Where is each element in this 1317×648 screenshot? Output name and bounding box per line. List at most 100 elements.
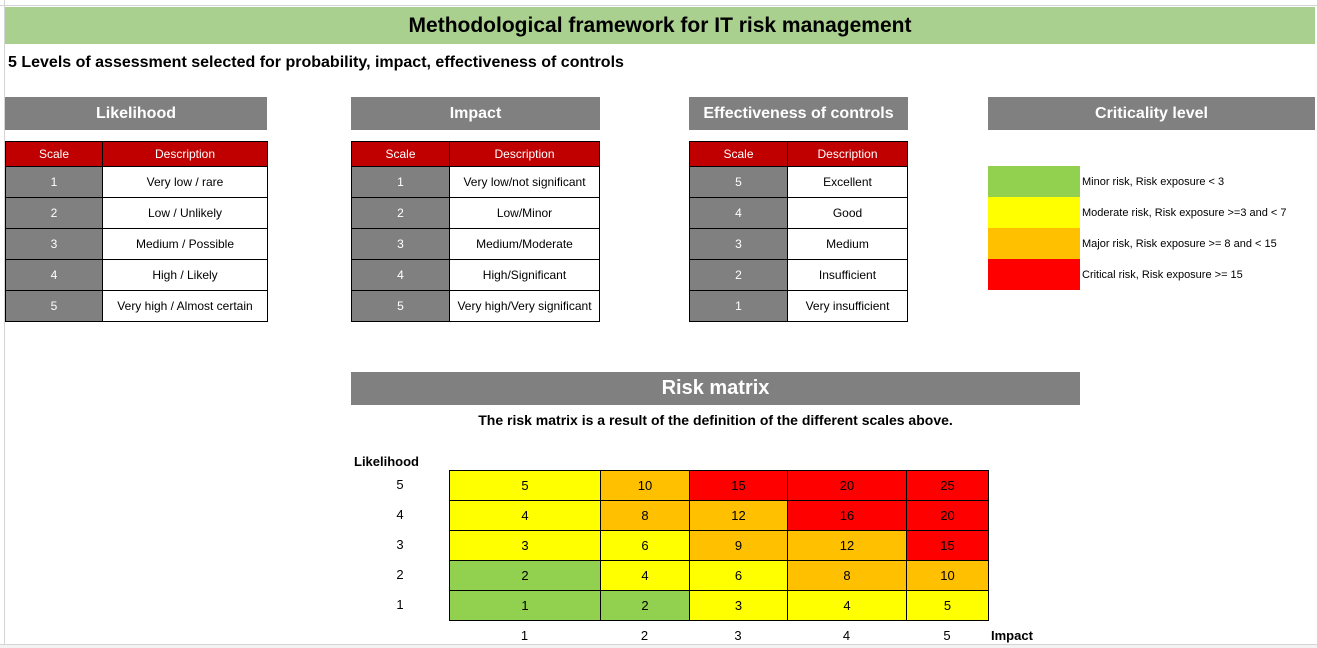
scale-cell[interactable]: 1 [351, 166, 450, 198]
matrix-cell[interactable]: 4 [787, 590, 907, 621]
scale-cell[interactable]: 2 [5, 197, 103, 229]
description-cell[interactable]: High / Likely [102, 259, 268, 291]
legend-label[interactable]: Critical risk, Risk exposure >= 15 [1082, 268, 1243, 281]
likelihood-row-label: 5 [396, 477, 404, 492]
description-cell[interactable]: Insufficient [787, 259, 908, 291]
description-cell[interactable]: Very insufficient [787, 290, 908, 322]
risk-matrix-note: The risk matrix is a result of the defin… [478, 412, 953, 428]
description-cell[interactable]: Very low/not significant [449, 166, 600, 198]
page-title: Methodological framework for IT risk man… [5, 7, 1315, 44]
scale-cell[interactable]: 2 [351, 197, 450, 229]
matrix-cell[interactable]: 5 [906, 590, 989, 621]
table-row: 4 High / Likely [5, 259, 268, 291]
description-cell[interactable]: Very high / Almost certain [102, 290, 268, 322]
matrix-cell[interactable]: 2 [449, 560, 601, 591]
scale-cell[interactable]: 1 [5, 166, 103, 198]
matrix-row: 4 8 12 16 20 [449, 500, 989, 531]
scale-cell[interactable]: 4 [689, 197, 788, 229]
matrix-cell[interactable]: 10 [906, 560, 989, 591]
scale-cell[interactable]: 2 [689, 259, 788, 291]
description-cell[interactable]: Good [787, 197, 908, 229]
legend-label[interactable]: Major risk, Risk exposure >= 8 and < 15 [1082, 237, 1277, 250]
matrix-cell[interactable]: 2 [600, 590, 690, 621]
matrix-cell[interactable]: 9 [689, 530, 788, 561]
description-column-header: Description [449, 141, 600, 167]
description-cell[interactable]: Very low / rare [102, 166, 268, 198]
legend-label[interactable]: Minor risk, Risk exposure < 3 [1082, 175, 1225, 188]
risk-matrix-header: Risk matrix [351, 372, 1080, 405]
matrix-cell[interactable]: 15 [906, 530, 989, 561]
table-header-row: Scale Description [5, 141, 268, 167]
matrix-cell[interactable]: 12 [787, 530, 907, 561]
legend-swatch [988, 166, 1080, 197]
impact-column-label: 1 [520, 628, 529, 643]
scale-cell[interactable]: 3 [689, 228, 788, 260]
matrix-cell[interactable]: 6 [689, 560, 788, 591]
scale-cell[interactable]: 5 [689, 166, 788, 198]
description-column-header: Description [787, 141, 908, 167]
matrix-cell[interactable]: 6 [600, 530, 690, 561]
table-row: 4 Good [689, 197, 908, 229]
legend-item-major: Major risk, Risk exposure >= 8 and < 15 [988, 228, 1287, 259]
matrix-cell[interactable]: 25 [906, 470, 989, 501]
page-subtitle: 5 Levels of assessment selected for prob… [8, 54, 624, 71]
likelihood-header: Likelihood [5, 97, 267, 130]
matrix-cell[interactable]: 1 [449, 590, 601, 621]
description-cell[interactable]: Very high/Very significant [449, 290, 600, 322]
scale-cell[interactable]: 5 [351, 290, 450, 322]
matrix-cell[interactable]: 16 [787, 500, 907, 531]
scale-column-header: Scale [5, 141, 103, 167]
scale-cell[interactable]: 5 [5, 290, 103, 322]
matrix-cell[interactable]: 3 [689, 590, 788, 621]
table-row: 5 Very high / Almost certain [5, 290, 268, 322]
impact-table: Scale Description 1 Very low/not signific… [351, 141, 600, 322]
matrix-cell[interactable]: 4 [600, 560, 690, 591]
scale-cell[interactable]: 1 [689, 290, 788, 322]
legend-swatch [988, 228, 1080, 259]
impact-column-label: 4 [842, 628, 851, 643]
matrix-cell[interactable]: 4 [449, 500, 601, 531]
matrix-cell[interactable]: 3 [449, 530, 601, 561]
impact-axis-title: Impact [991, 628, 1033, 643]
matrix-cell[interactable]: 15 [689, 470, 788, 501]
sheet-tab-strip [0, 644, 1317, 648]
scale-cell[interactable]: 4 [5, 259, 103, 291]
matrix-cell[interactable]: 5 [449, 470, 601, 501]
criticality-header: Criticality level [988, 97, 1315, 130]
matrix-cell[interactable]: 8 [787, 560, 907, 591]
matrix-cell[interactable]: 8 [600, 500, 690, 531]
matrix-cell[interactable]: 20 [906, 500, 989, 531]
scale-cell[interactable]: 3 [351, 228, 450, 260]
likelihood-axis-title: Likelihood [354, 454, 419, 469]
controls-header: Effectiveness of controls [689, 97, 908, 130]
description-cell[interactable]: Medium / Possible [102, 228, 268, 260]
matrix-cell[interactable]: 20 [787, 470, 907, 501]
table-row: 4 High/Significant [351, 259, 600, 291]
likelihood-row-label: 2 [396, 567, 404, 582]
description-cell[interactable]: Medium/Moderate [449, 228, 600, 260]
scale-cell[interactable]: 4 [351, 259, 450, 291]
matrix-cell[interactable]: 12 [689, 500, 788, 531]
description-cell[interactable]: High/Significant [449, 259, 600, 291]
legend-label[interactable]: Moderate risk, Risk exposure >=3 and < 7 [1082, 206, 1287, 219]
description-cell[interactable]: Low / Unlikely [102, 197, 268, 229]
matrix-row: 2 4 6 8 10 [449, 560, 989, 591]
impact-column-label: 5 [943, 628, 951, 643]
scale-cell[interactable]: 3 [5, 228, 103, 260]
table-header-row: Scale Description [351, 141, 600, 167]
description-cell[interactable]: Low/Minor [449, 197, 600, 229]
matrix-row: 1 2 3 4 5 [449, 590, 989, 621]
legend-swatch [988, 197, 1080, 228]
description-cell[interactable]: Medium [787, 228, 908, 260]
matrix-row: 3 6 9 12 15 [449, 530, 989, 561]
table-row: 1 Very insufficient [689, 290, 908, 322]
legend-item-minor: Minor risk, Risk exposure < 3 [988, 166, 1287, 197]
scale-column-header: Scale [351, 141, 450, 167]
description-cell[interactable]: Excellent [787, 166, 908, 198]
table-row: 5 Very high/Very significant [351, 290, 600, 322]
table-row: 3 Medium / Possible [5, 228, 268, 260]
table-row: 1 Very low / rare [5, 166, 268, 198]
likelihood-row-label: 3 [396, 537, 404, 552]
matrix-cell[interactable]: 10 [600, 470, 690, 501]
scale-column-header: Scale [689, 141, 788, 167]
